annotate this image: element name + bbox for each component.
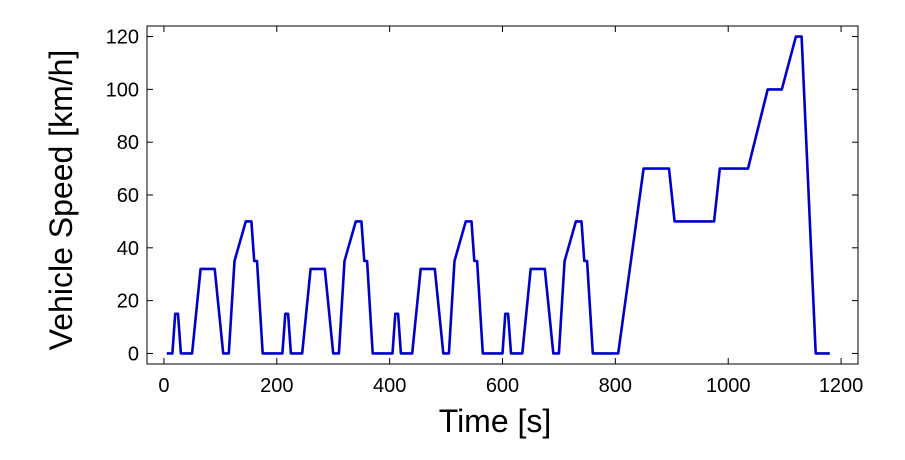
plot-frame	[146, 25, 859, 365]
y-tick-label: 80	[117, 132, 139, 154]
y-tick-label: 0	[128, 343, 139, 365]
axis-ticks	[147, 26, 858, 364]
y-tick-label: 120	[106, 27, 139, 49]
x-tick-label: 0	[158, 375, 169, 397]
y-tick-label: 100	[106, 79, 139, 101]
x-tick-label: 200	[260, 375, 293, 397]
x-tick-label: 1000	[706, 375, 751, 397]
x-tick-label: 1200	[819, 375, 864, 397]
plot-border	[146, 25, 859, 365]
y-tick-label: 40	[117, 238, 139, 260]
y-tick-label: 20	[117, 291, 139, 313]
speed-series-line	[166, 35, 830, 355]
y-tick-label: 60	[117, 185, 139, 207]
y-axis-title: Vehicle Speed [km/h]	[43, 50, 79, 351]
x-tick-label: 600	[486, 375, 519, 397]
x-tick-label: 400	[373, 375, 406, 397]
x-tick-label: 800	[599, 375, 632, 397]
tick-labels: 0 200 400 600 800 1000 1200 0 20 40 60 80 100 120	[106, 27, 864, 397]
x-axis-title: Time [s]	[439, 403, 552, 439]
